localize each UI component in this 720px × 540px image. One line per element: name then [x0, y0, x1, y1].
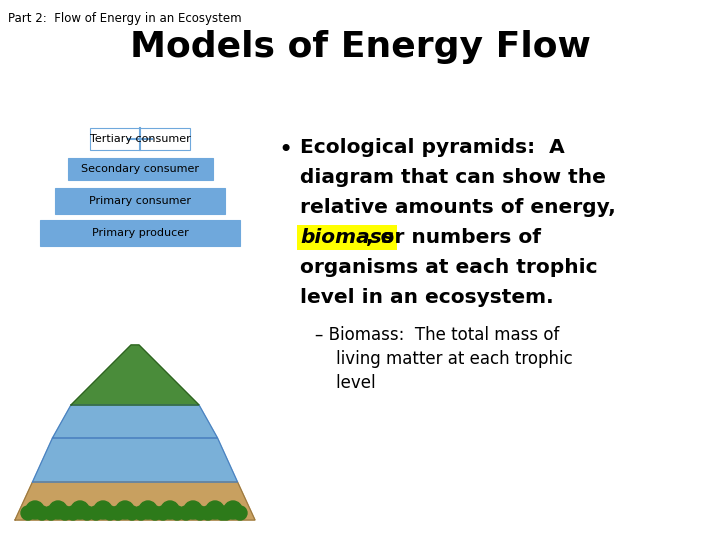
Circle shape: [35, 506, 49, 520]
Circle shape: [219, 506, 233, 520]
Text: , or numbers of: , or numbers of: [366, 228, 541, 247]
FancyBboxPatch shape: [55, 188, 225, 214]
Circle shape: [94, 501, 112, 519]
Polygon shape: [71, 345, 199, 405]
Circle shape: [103, 506, 117, 520]
Circle shape: [58, 506, 72, 520]
Circle shape: [89, 506, 103, 520]
Circle shape: [193, 506, 207, 520]
Circle shape: [71, 501, 89, 519]
Text: organisms at each trophic: organisms at each trophic: [300, 258, 598, 277]
Circle shape: [215, 506, 229, 520]
Text: Primary consumer: Primary consumer: [89, 196, 191, 206]
Circle shape: [44, 506, 58, 520]
Circle shape: [148, 506, 162, 520]
Circle shape: [111, 506, 125, 520]
Circle shape: [233, 506, 247, 520]
Polygon shape: [32, 438, 238, 482]
Text: •: •: [278, 138, 292, 162]
Circle shape: [179, 506, 193, 520]
Circle shape: [139, 501, 157, 519]
FancyBboxPatch shape: [90, 128, 190, 150]
Text: Tertiary consumer: Tertiary consumer: [89, 134, 190, 144]
Circle shape: [184, 501, 202, 519]
Text: living matter at each trophic: living matter at each trophic: [315, 350, 572, 368]
Polygon shape: [15, 482, 255, 520]
Circle shape: [26, 501, 44, 519]
Circle shape: [170, 506, 184, 520]
Circle shape: [125, 506, 139, 520]
Text: Secondary consumer: Secondary consumer: [81, 164, 199, 174]
Text: level: level: [315, 374, 376, 392]
Circle shape: [49, 501, 67, 519]
Text: Part 2:  Flow of Energy in an Ecosystem: Part 2: Flow of Energy in an Ecosystem: [8, 12, 242, 25]
Circle shape: [156, 506, 170, 520]
Circle shape: [161, 501, 179, 519]
Circle shape: [201, 506, 215, 520]
Text: Ecological pyramids:  A: Ecological pyramids: A: [300, 138, 564, 157]
Circle shape: [80, 506, 94, 520]
Text: diagram that can show the: diagram that can show the: [300, 168, 606, 187]
Circle shape: [206, 501, 224, 519]
Text: biomass: biomass: [300, 228, 394, 247]
Text: relative amounts of energy,: relative amounts of energy,: [300, 198, 616, 217]
Circle shape: [66, 506, 80, 520]
Text: Models of Energy Flow: Models of Energy Flow: [130, 30, 590, 64]
Circle shape: [21, 506, 35, 520]
Text: level in an ecosystem.: level in an ecosystem.: [300, 288, 554, 307]
Circle shape: [224, 501, 242, 519]
Text: – Biomass:  The total mass of: – Biomass: The total mass of: [315, 326, 559, 344]
FancyBboxPatch shape: [68, 158, 212, 180]
Circle shape: [134, 506, 148, 520]
Text: Primary producer: Primary producer: [91, 228, 189, 238]
Circle shape: [116, 501, 134, 519]
Polygon shape: [53, 405, 217, 438]
FancyBboxPatch shape: [40, 220, 240, 246]
